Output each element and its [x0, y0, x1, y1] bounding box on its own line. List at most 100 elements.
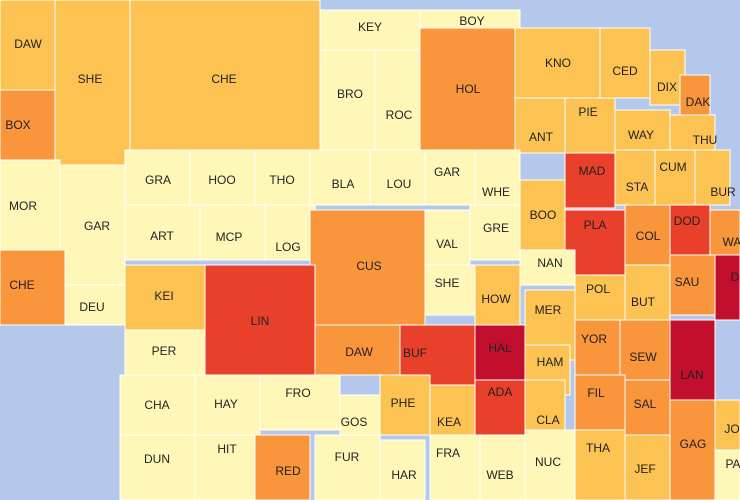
county-shape[interactable] [669, 204, 711, 261]
county-gra[interactable]: GRA [124, 149, 191, 206]
county-nuc[interactable]: NUC [524, 429, 576, 500]
county-roc[interactable]: ROC [374, 49, 421, 151]
county-boo[interactable]: BOO [519, 179, 566, 251]
county-shape[interactable] [314, 324, 401, 376]
county-pa[interactable]: PA [714, 449, 740, 500]
county-har[interactable]: HAR [379, 439, 426, 500]
county-shape[interactable] [0, 0, 56, 91]
county-kea[interactable]: KEA [429, 384, 476, 436]
county-shape[interactable] [514, 27, 601, 99]
county-kei[interactable]: KEI [124, 264, 206, 331]
county-web[interactable]: WEB [479, 434, 526, 500]
county-che[interactable]: CHE [129, 0, 321, 151]
county-shape[interactable] [669, 114, 716, 156]
county-sta[interactable]: STA [614, 149, 656, 206]
county-mor[interactable]: MOR [0, 159, 61, 251]
county-shape[interactable] [714, 254, 740, 321]
county-shape[interactable] [369, 149, 426, 206]
county-shape[interactable] [419, 27, 516, 154]
county-che[interactable]: CHE [0, 249, 66, 326]
county-shape[interactable] [669, 319, 716, 401]
county-shape[interactable] [309, 149, 371, 206]
county-shape[interactable] [574, 319, 621, 376]
county-shape[interactable] [194, 434, 256, 500]
county-d[interactable]: D [714, 254, 740, 321]
county-cum[interactable]: CUM [654, 149, 696, 206]
county-shape[interactable] [124, 329, 206, 376]
county-way[interactable]: WAY [614, 109, 671, 151]
county-shape[interactable] [624, 379, 671, 436]
county-shape[interactable] [0, 89, 56, 161]
county-bur[interactable]: BUR [694, 149, 736, 206]
county-shape[interactable] [469, 204, 521, 261]
county-shape[interactable] [319, 49, 376, 151]
county-box[interactable]: BOX [0, 89, 56, 161]
county-mad[interactable]: MAD [564, 152, 616, 209]
county-whe[interactable]: WHE [474, 149, 521, 206]
county-jo[interactable]: JO [714, 399, 740, 456]
county-cha[interactable]: CHA [119, 374, 196, 436]
county-fro[interactable]: FRO [259, 374, 341, 431]
county-thu[interactable]: THU [669, 114, 717, 156]
county-kno[interactable]: KNO [514, 27, 601, 99]
county-shape[interactable] [189, 149, 256, 206]
county-sau[interactable]: SAU [669, 254, 716, 316]
county-shape[interactable] [649, 49, 686, 106]
county-shape[interactable] [654, 149, 696, 206]
county-shape[interactable] [259, 374, 341, 431]
county-daw[interactable]: DAW [0, 0, 56, 91]
county-shape[interactable] [479, 434, 526, 500]
county-shape[interactable] [374, 49, 421, 151]
county-she[interactable]: SHE [54, 0, 131, 166]
county-jef[interactable]: JEF [624, 434, 671, 500]
county-ant[interactable]: ANT [514, 97, 566, 154]
county-gar[interactable]: GAR [59, 164, 126, 286]
county-shape[interactable] [254, 434, 311, 500]
county-shape[interactable] [119, 374, 196, 436]
county-gag[interactable]: GAG [669, 399, 716, 500]
county-log[interactable]: LOG [264, 204, 316, 261]
county-fur[interactable]: FUR [314, 434, 381, 500]
county-how[interactable]: HOW [474, 264, 521, 326]
county-shape[interactable] [124, 149, 191, 206]
county-shape[interactable] [709, 209, 740, 261]
county-shape[interactable] [614, 149, 656, 206]
county-mcp[interactable]: MCP [199, 204, 266, 261]
county-gre[interactable]: GRE [469, 204, 521, 261]
county-shape[interactable] [124, 204, 201, 261]
county-sew[interactable]: SEW [619, 319, 671, 381]
county-cla[interactable]: CLA [524, 379, 566, 431]
county-shape[interactable] [679, 74, 711, 116]
county-tha[interactable]: THA [574, 429, 626, 500]
county-shape[interactable] [119, 434, 196, 500]
county-shape[interactable] [714, 399, 740, 456]
county-bla[interactable]: BLA [309, 149, 371, 206]
county-pie[interactable]: PIE [564, 97, 616, 154]
county-shape[interactable] [199, 204, 266, 261]
county-shape[interactable] [599, 27, 651, 99]
county-art[interactable]: ART [124, 204, 201, 261]
county-hol[interactable]: HOL [419, 27, 516, 154]
county-shape[interactable] [379, 439, 426, 500]
county-shape[interactable] [314, 434, 381, 500]
county-shape[interactable] [474, 264, 521, 326]
county-shape[interactable] [54, 0, 131, 166]
county-tho[interactable]: THO [254, 149, 311, 206]
county-dix[interactable]: DIX [649, 49, 686, 106]
county-key[interactable]: KEY [319, 9, 421, 51]
county-sal[interactable]: SAL [624, 379, 671, 436]
county-fra[interactable]: FRA [429, 434, 481, 500]
county-dod[interactable]: DOD [669, 204, 711, 261]
county-hoo[interactable]: HOO [189, 149, 256, 206]
county-shape[interactable] [574, 274, 626, 321]
county-val[interactable]: VAL [424, 209, 471, 266]
county-nan[interactable]: NAN [519, 249, 576, 286]
county-shape[interactable] [424, 264, 476, 316]
county-hay[interactable]: HAY [194, 374, 261, 436]
county-shape[interactable] [204, 264, 316, 376]
county-ced[interactable]: CED [599, 27, 651, 99]
county-shape[interactable] [519, 249, 576, 286]
county-shape[interactable] [194, 374, 261, 436]
county-shape[interactable] [424, 209, 471, 266]
county-lin[interactable]: LIN [204, 264, 316, 376]
